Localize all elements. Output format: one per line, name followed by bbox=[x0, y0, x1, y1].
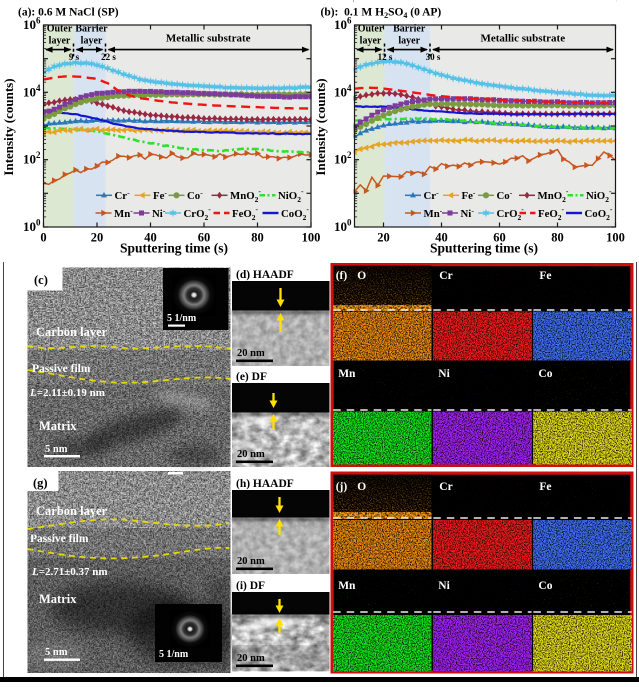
svg-text:O: O bbox=[357, 270, 366, 282]
svg-text:20 nm: 20 nm bbox=[237, 556, 265, 567]
svg-text:40: 40 bbox=[144, 231, 157, 245]
svg-text:(g): (g) bbox=[33, 476, 48, 490]
svg-text:Carbon layer: Carbon layer bbox=[36, 504, 108, 518]
svg-text:Fe-: Fe- bbox=[153, 188, 167, 202]
svg-text:60: 60 bbox=[198, 231, 211, 245]
svg-text:FeO2-: FeO2- bbox=[538, 204, 565, 222]
svg-text:Metallic substrate: Metallic substrate bbox=[480, 33, 565, 45]
svg-text:(i) DF: (i) DF bbox=[236, 580, 265, 592]
svg-text:(e) DF: (e) DF bbox=[236, 371, 267, 383]
svg-text:Co: Co bbox=[538, 368, 552, 380]
svg-text:CoO2-: CoO2- bbox=[281, 204, 309, 222]
svg-text:NiO2-: NiO2- bbox=[586, 187, 612, 205]
svg-text:5 1/nm: 5 1/nm bbox=[167, 313, 197, 324]
svg-text:Cr: Cr bbox=[439, 270, 452, 282]
svg-text:Fe: Fe bbox=[539, 481, 551, 493]
svg-text:layer: layer bbox=[81, 36, 103, 47]
svg-text:(b): 0.1 M H2SO4 (0 AP): (b): 0.1 M H2SO4 (0 AP) bbox=[321, 7, 442, 21]
svg-text:30 s: 30 s bbox=[426, 52, 441, 62]
svg-text:Cr-: Cr- bbox=[424, 188, 440, 202]
svg-text:80: 80 bbox=[251, 231, 264, 245]
svg-text:Intensity (counts): Intensity (counts) bbox=[313, 78, 328, 175]
svg-text:(d) HAADF: (d) HAADF bbox=[236, 269, 294, 281]
svg-text:Ni: Ni bbox=[438, 580, 450, 592]
svg-text:FeO2-: FeO2- bbox=[232, 204, 259, 222]
svg-text:Cr: Cr bbox=[439, 481, 452, 493]
svg-text:Sputtering time (s): Sputtering time (s) bbox=[120, 241, 228, 256]
svg-text:layer: layer bbox=[360, 36, 382, 47]
svg-text:layer: layer bbox=[398, 36, 420, 47]
svg-text:Co: Co bbox=[538, 580, 552, 592]
svg-text:Co-: Co- bbox=[187, 188, 203, 202]
svg-text:Cr-: Cr- bbox=[115, 188, 131, 202]
svg-text:60: 60 bbox=[493, 231, 506, 245]
svg-text:80: 80 bbox=[551, 231, 564, 245]
svg-text:CoO2-: CoO2- bbox=[585, 204, 613, 222]
svg-text:Mn: Mn bbox=[338, 368, 356, 380]
svg-text:CrO2-: CrO2- bbox=[184, 204, 212, 222]
svg-text:Mn-: Mn- bbox=[114, 206, 133, 220]
svg-text:MnO2-: MnO2- bbox=[230, 187, 261, 205]
svg-text:Mn: Mn bbox=[338, 580, 356, 592]
svg-text:NiO2-: NiO2- bbox=[278, 187, 304, 205]
svg-text:Fe: Fe bbox=[539, 270, 551, 282]
svg-text:Ni: Ni bbox=[438, 368, 450, 380]
svg-text:5 nm: 5 nm bbox=[45, 647, 68, 658]
svg-text:Matrix: Matrix bbox=[39, 592, 77, 606]
svg-text:(f): (f) bbox=[336, 270, 348, 282]
svg-text:5 1/nm: 5 1/nm bbox=[159, 649, 189, 660]
svg-text:Intensity (counts): Intensity (counts) bbox=[1, 78, 16, 175]
svg-text:Passive film: Passive film bbox=[32, 363, 91, 375]
svg-text:Metallic substrate: Metallic substrate bbox=[166, 33, 251, 45]
svg-text:MnO2-: MnO2- bbox=[538, 187, 569, 205]
svg-text:22 s: 22 s bbox=[101, 52, 116, 62]
svg-text:Passive film: Passive film bbox=[30, 533, 89, 545]
svg-text:Barrier: Barrier bbox=[393, 24, 426, 35]
svg-text:Ni-: Ni- bbox=[152, 206, 166, 220]
svg-text:Outer: Outer bbox=[47, 24, 73, 35]
svg-text:Barrier: Barrier bbox=[75, 24, 108, 35]
svg-text:Matrix: Matrix bbox=[39, 419, 77, 433]
svg-text:(h) HAADF: (h) HAADF bbox=[236, 478, 294, 490]
svg-text:O: O bbox=[357, 481, 366, 493]
svg-text:5 nm: 5 nm bbox=[45, 444, 68, 455]
svg-text:(c): (c) bbox=[34, 273, 48, 287]
svg-text:20 nm: 20 nm bbox=[237, 449, 265, 460]
svg-text:L=2.11±0.19 nm: L=2.11±0.19 nm bbox=[29, 387, 105, 399]
svg-text:100: 100 bbox=[302, 231, 321, 245]
svg-text:20: 20 bbox=[377, 231, 390, 245]
svg-text:Co-: Co- bbox=[497, 188, 513, 202]
svg-text:Ni-: Ni- bbox=[461, 206, 475, 220]
svg-text:Mn-: Mn- bbox=[424, 206, 443, 220]
svg-text:9 s: 9 s bbox=[69, 52, 80, 62]
svg-text:40: 40 bbox=[435, 231, 448, 245]
svg-text:Outer: Outer bbox=[358, 24, 384, 35]
svg-text:L=2.71±0.37 nm: L=2.71±0.37 nm bbox=[31, 566, 108, 578]
svg-text:Fe-: Fe- bbox=[462, 188, 476, 202]
svg-text:CrO2-: CrO2- bbox=[497, 204, 525, 222]
svg-text:(a): 0.6 M NaCl (SP): (a): 0.6 M NaCl (SP) bbox=[18, 7, 119, 19]
svg-text:12 s: 12 s bbox=[378, 52, 393, 62]
svg-text:20 nm: 20 nm bbox=[237, 653, 265, 664]
svg-text:(j): (j) bbox=[336, 481, 348, 493]
svg-text:0: 0 bbox=[40, 231, 46, 245]
svg-text:100: 100 bbox=[606, 231, 625, 245]
svg-text:Sputtering time (s): Sputtering time (s) bbox=[430, 241, 538, 256]
svg-text:20 nm: 20 nm bbox=[237, 348, 265, 359]
svg-text:20: 20 bbox=[91, 231, 104, 245]
svg-text:Carbon layer: Carbon layer bbox=[36, 325, 108, 339]
svg-text:layer: layer bbox=[49, 36, 71, 47]
